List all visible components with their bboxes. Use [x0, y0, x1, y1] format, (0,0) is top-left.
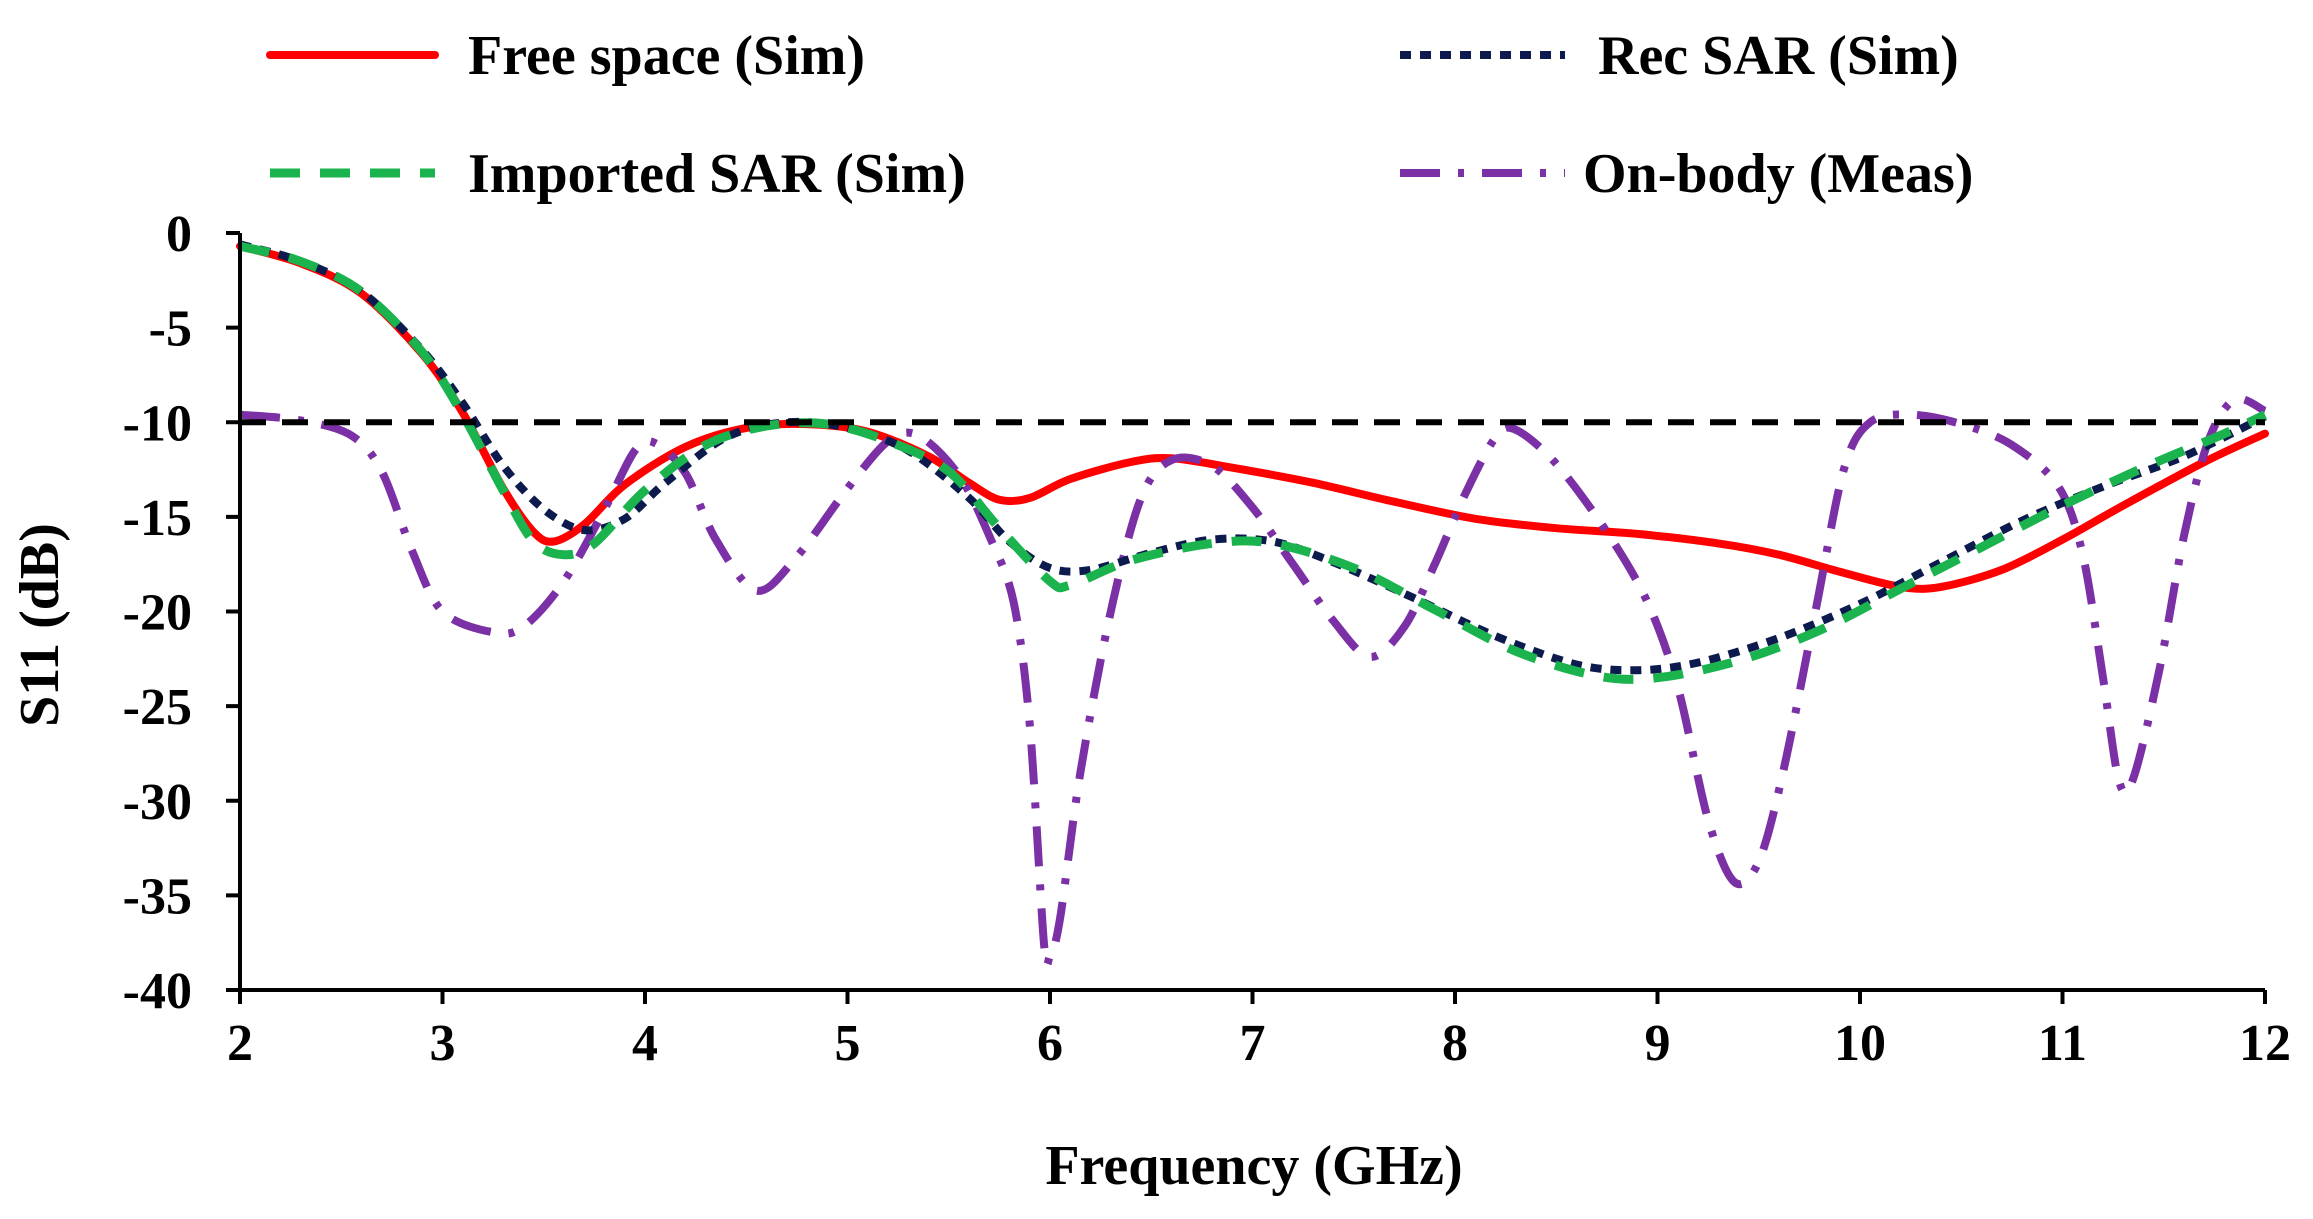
x-tick-label: 4: [632, 1015, 658, 1072]
y-tick-label: 0: [166, 206, 192, 263]
x-tick-label: 2: [227, 1015, 253, 1072]
x-axis-title: Frequency (GHz): [1045, 1135, 1462, 1197]
x-tick-label: 11: [2038, 1015, 2087, 1072]
x-tick-label: 8: [1442, 1015, 1468, 1072]
x-tick-label: 5: [835, 1015, 861, 1072]
x-tick-label: 6: [1037, 1015, 1063, 1072]
x-tick-label: 12: [2239, 1015, 2291, 1072]
y-tick-label: -20: [123, 585, 192, 642]
y-tick-label: -30: [123, 774, 192, 831]
x-tick-label: 3: [430, 1015, 456, 1072]
axes: [226, 231, 2267, 1004]
series-imported-sar: [238, 241, 2267, 684]
x-tick-labels: 2 3 4 5 6 7 8 9 10 11 12: [227, 1015, 2291, 1072]
legend-label-free-space: Free space (Sim): [468, 25, 865, 87]
y-tick-label: -5: [149, 301, 192, 358]
series-layer: [236, 240, 2269, 969]
y-tick-label: -15: [123, 490, 192, 547]
x-tick-label: 10: [1834, 1015, 1886, 1072]
y-tick-label: -25: [123, 679, 192, 736]
series-rec-sar: [238, 240, 2267, 675]
x-tick-label: 7: [1240, 1015, 1266, 1072]
y-tick-label: -40: [123, 963, 192, 1020]
y-axis-title: S11 (dB): [9, 523, 71, 727]
series-on-body: [239, 394, 2267, 969]
y-tick-label: -10: [123, 395, 192, 452]
legend-label-on-body: On-body (Meas): [1583, 143, 1973, 205]
x-tick-label: 9: [1645, 1015, 1671, 1072]
legend-label-rec-sar: Rec SAR (Sim): [1598, 25, 1959, 87]
y-tick-labels: 0 -5 -10 -15 -20 -25 -30 -35 -40: [123, 206, 192, 1020]
legend-label-imported-sar: Imported SAR (Sim): [468, 143, 966, 205]
y-tick-label: -35: [123, 868, 192, 925]
legend: Free space (Sim) Rec SAR (Sim) Imported …: [266, 25, 1973, 205]
